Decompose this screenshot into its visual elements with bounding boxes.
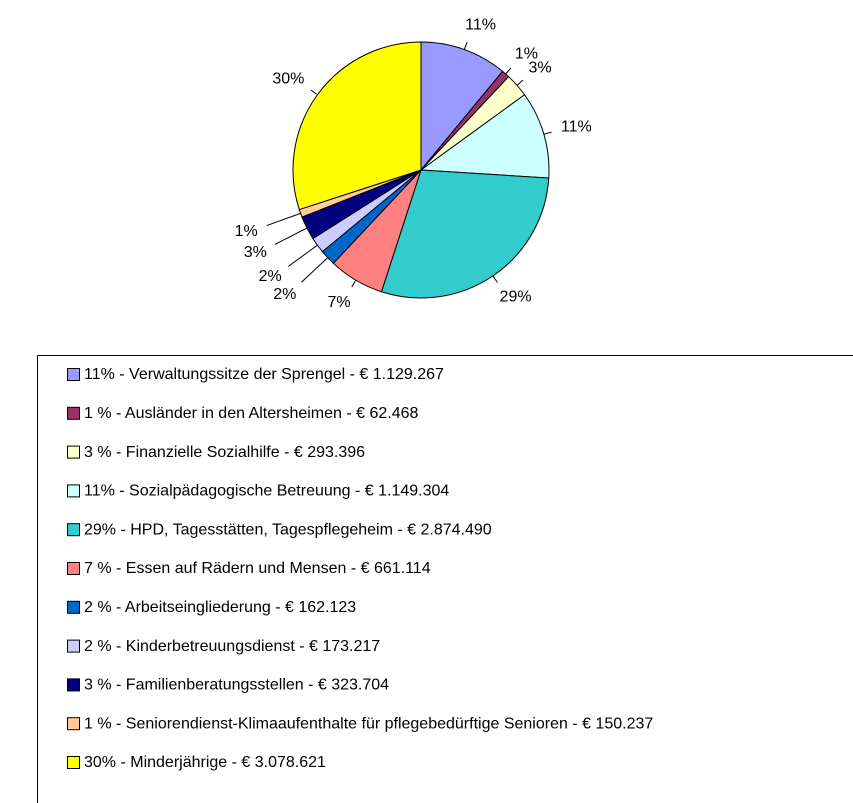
legend-label: 1 % - Ausländer in den Altersheimen - € … bbox=[84, 405, 419, 422]
legend-label: 3 % - Familienberatungsstellen - € 323.7… bbox=[84, 677, 389, 694]
leader-line bbox=[301, 257, 329, 283]
legend-label: 11% - Verwaltungssitze der Sprengel - € … bbox=[84, 366, 444, 383]
leader-line bbox=[351, 279, 357, 288]
legend-swatch bbox=[67, 523, 80, 537]
legend-label: 1 % - Seniorendienst-Klimaaufenthalte fü… bbox=[84, 715, 653, 732]
legend-swatch bbox=[67, 484, 80, 498]
leader-line bbox=[492, 275, 498, 283]
leader-line bbox=[505, 67, 512, 75]
legend-swatch bbox=[67, 600, 80, 614]
data-label: 30% bbox=[272, 71, 304, 88]
data-label: 3% bbox=[529, 59, 552, 76]
data-label: 29% bbox=[500, 289, 532, 306]
data-label: 7% bbox=[327, 294, 350, 311]
legend-swatch bbox=[67, 406, 80, 420]
legend-swatch bbox=[67, 562, 80, 575]
leader-line bbox=[543, 131, 552, 135]
pie-slice bbox=[292, 41, 422, 211]
leader-line bbox=[288, 244, 318, 267]
data-label: 2% bbox=[273, 286, 296, 303]
pie-slice bbox=[380, 169, 550, 299]
leader-line bbox=[266, 212, 301, 227]
legend-swatch bbox=[67, 445, 80, 459]
legend-label: 3 % - Finanzielle Sozialhilfe - € 293.39… bbox=[84, 444, 365, 461]
data-label: 1% bbox=[515, 46, 538, 63]
data-label: 3% bbox=[244, 244, 267, 261]
leader-line bbox=[274, 227, 308, 245]
data-label: 1% bbox=[235, 223, 258, 240]
legend-swatch bbox=[67, 368, 80, 381]
data-label: 11% bbox=[465, 16, 496, 33]
legend-swatch bbox=[67, 678, 80, 692]
legend-label: 7 % - Essen auf Rädern und Mensen - € 66… bbox=[84, 560, 431, 577]
legend-swatch bbox=[67, 639, 80, 653]
legend-label: 2 % - Kinderbetreuungsdienst - € 173.217 bbox=[84, 638, 380, 655]
data-label: 2% bbox=[259, 268, 282, 285]
pie-slice bbox=[420, 41, 504, 172]
legend-label: 11% - Sozialpädagogische Betreuung - € 1… bbox=[84, 483, 449, 500]
leader-line bbox=[516, 79, 524, 86]
data-label: 11% bbox=[561, 118, 592, 135]
pie-slice bbox=[419, 94, 550, 179]
legend-label: 2 % - Arbeitseingliederung - € 162.123 bbox=[84, 599, 356, 616]
leader-line bbox=[310, 89, 318, 96]
legend-label: 29% - HPD, Tagesstätten, Tagespflegeheim… bbox=[84, 521, 492, 538]
leader-line bbox=[463, 41, 468, 50]
legend-label: 30% - Minderjährige - € 3.078.621 bbox=[84, 754, 326, 771]
legend-swatch bbox=[67, 756, 80, 769]
legend-swatch bbox=[67, 717, 80, 731]
